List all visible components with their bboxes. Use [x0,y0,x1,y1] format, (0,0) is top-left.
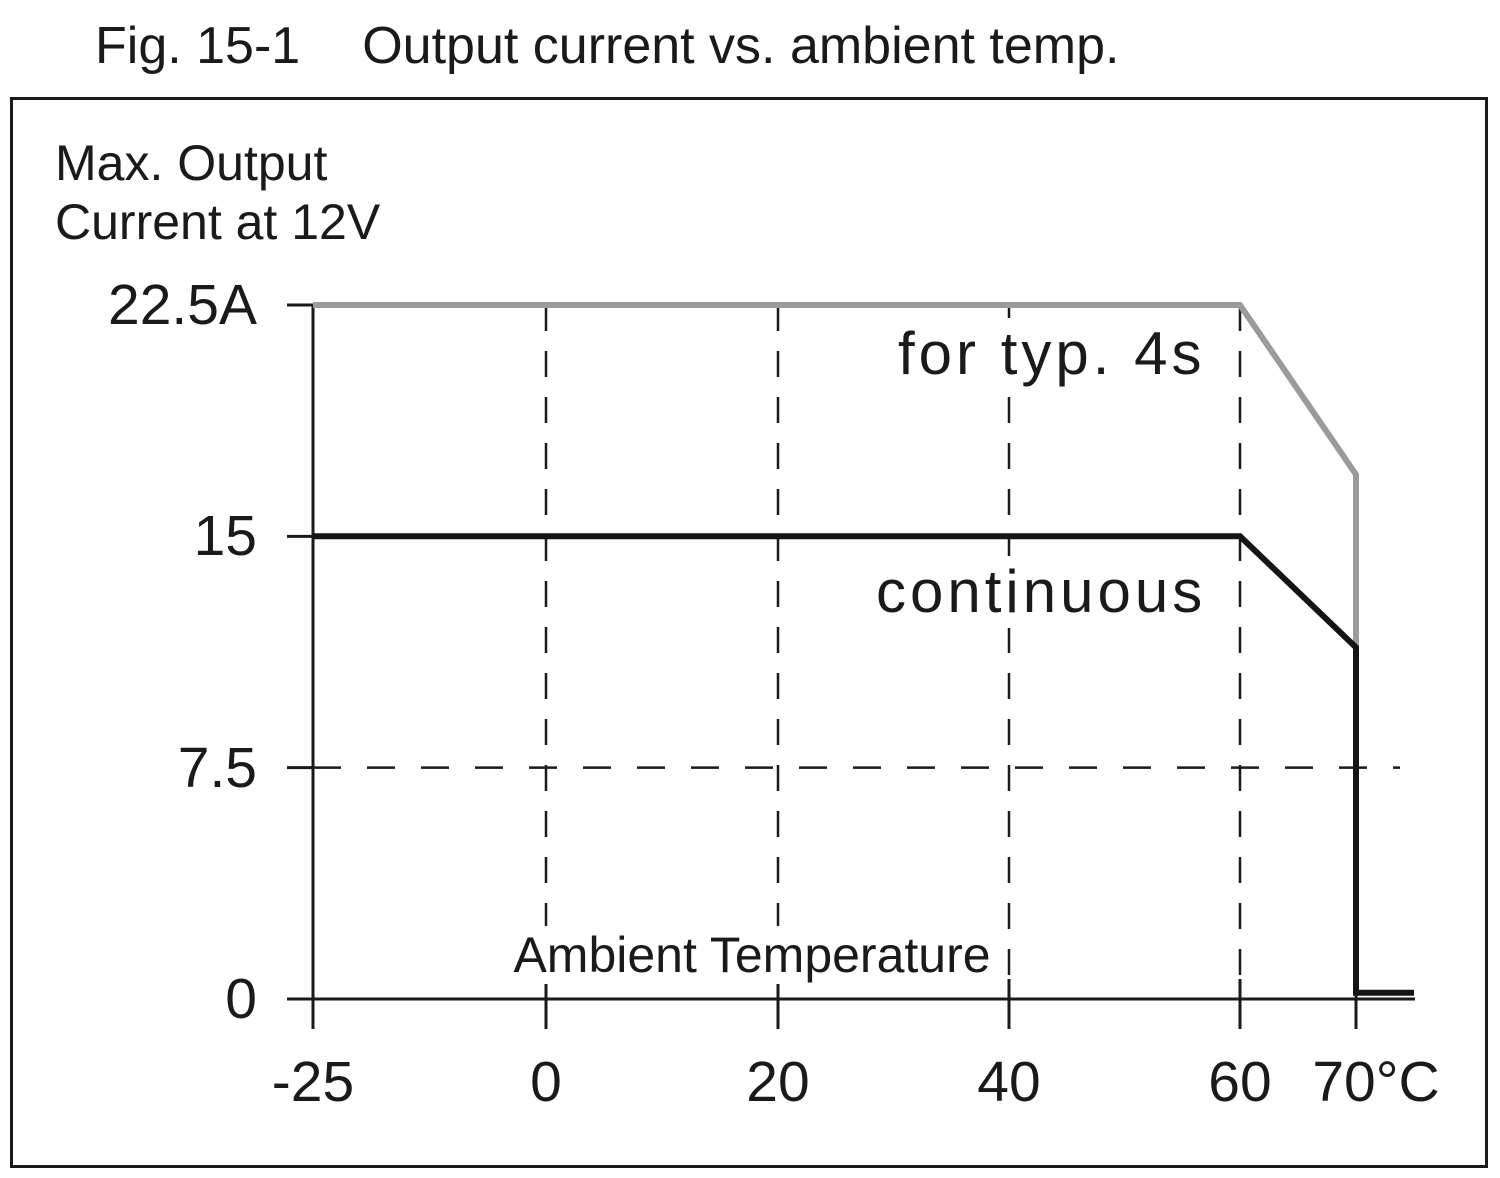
x-tick-label--25: -25 [271,1050,355,1114]
y-tick-label-22.5: 22.5A [108,273,257,337]
series-label-continuous: continuous [868,556,1215,628]
y-axis-title: Max. Output Current at 12V [55,135,381,250]
x-tick-label-60: 60 [1208,1050,1272,1114]
figure-title-text: Output current vs. ambient temp. [362,17,1120,75]
series-line-continuous [313,533,1414,996]
plot-border-box [10,97,1488,1168]
figure-title: Fig. 15-1 Output current vs. ambient temp… [95,16,1119,76]
series-line-for-typ-4s [313,302,1359,648]
x-tick-label-0: 0 [530,1050,562,1114]
x-axis-title: Ambient Temperature [503,926,1001,984]
y-tick-label-0: 0 [225,967,257,1031]
y-tick-label-15: 15 [193,504,257,569]
x-tick-label-40: 40 [977,1050,1041,1114]
x-tick-label-70: 70°C [1312,1050,1440,1114]
x-tick-label-20: 20 [746,1050,810,1114]
series-label-for-typ-4s: for typ. 4s [890,318,1214,390]
y-tick-label-7.5: 7.5 [177,735,257,800]
figure-number-label: Fig. 15-1 [95,17,301,75]
